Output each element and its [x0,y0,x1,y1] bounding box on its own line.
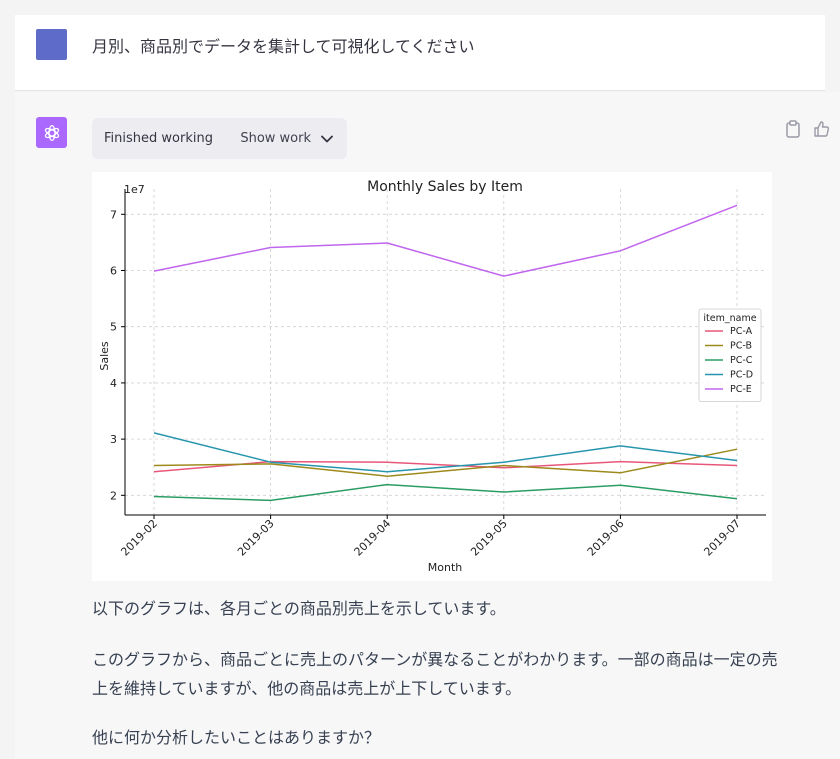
sales-line-chart: 2 3 4 5 6 7 2019-02 2019-03 2019-04 2019-05 2019-0… [92,172,772,581]
legend-label: PC-C [730,355,753,366]
chevron-down-icon [321,135,333,142]
legend-label: PC-D [730,370,753,381]
series-line-pc-c [153,483,738,502]
legend-box [698,308,762,402]
chart-title: Monthly Sales by Item [367,179,523,195]
x-tick-label: 2019-05 [468,517,510,559]
series-line-pc-e [153,204,738,277]
status-label: Finished working [104,131,213,146]
series-line-pc-b [153,448,738,477]
legend-label: PC-E [730,384,752,395]
y-axis-label: Sales [98,341,111,371]
openai-logo-icon [44,124,59,141]
legend-label: PC-B [730,341,752,352]
y-tick-label: 2 [110,489,117,502]
reply-paragraph-3: 他に何か分析したいことはありますか？ [92,728,381,747]
user-message-row: 月別、商品別でデータを集計して可視化してください [15,15,825,91]
x-axis-label: Month [428,561,463,574]
chart-svg: 2 3 4 5 6 7 2019-02 2019-03 2019-04 2019-05 2019-0… [98,179,766,574]
y-tick-label: 4 [110,377,117,390]
x-tick-label: 2019-02 [118,517,160,559]
x-tick-label: 2019-06 [585,517,627,559]
clipboard-icon[interactable] [785,120,801,138]
finished-working-pill: Finished working Show work [92,118,347,159]
x-tick-label: 2019-07 [701,517,743,559]
reply-paragraph-1: 以下のグラフは、各月ごとの商品別売上を示しています。 [92,599,506,618]
y-tick-label: 5 [110,321,117,334]
series-line-pc-a [153,460,738,473]
thumbs-up-icon[interactable] [813,120,831,138]
message-actions [785,120,831,138]
assistant-message-row: Finished working Show work 2 3 4 5 6 7 2019-02… [15,92,840,759]
x-tick-label: 2019-03 [235,517,277,559]
x-tick-label: 2019-04 [352,517,394,559]
user-avatar [36,29,67,60]
y-tick-label: 7 [110,208,117,221]
show-work-button[interactable]: Show work [240,131,333,146]
user-message-text: 月別、商品別でデータを集計して可視化してください [92,37,475,56]
y-tick-label: 6 [110,265,117,278]
show-work-label: Show work [240,131,311,146]
y-tick-label: 3 [110,433,117,446]
y-scale-label: 1e7 [124,183,145,196]
assistant-avatar [36,117,67,148]
reply-paragraph-2: このグラフから、商品ごとに売上のパターンが異なることがわかります。一部の商品は一… [92,650,778,698]
legend-title: item_name [703,313,756,324]
legend-label: PC-A [730,326,753,337]
series-line-pc-d [153,432,738,473]
